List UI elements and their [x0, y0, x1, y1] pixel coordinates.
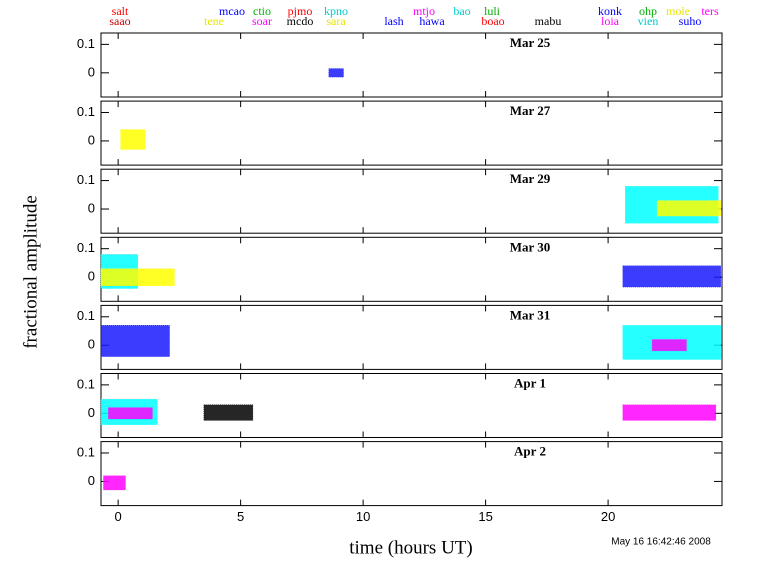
data-band — [108, 407, 153, 420]
station-label: luli — [484, 4, 501, 18]
station-label: sara — [326, 14, 346, 28]
station-label: mabu — [535, 14, 562, 28]
panel-frame — [100, 168, 723, 234]
x-tick-label: 5 — [237, 509, 244, 524]
data-band — [656, 200, 722, 217]
panel-title: Mar 30 — [510, 239, 551, 254]
station-label: pjmo — [288, 4, 313, 18]
y-tick-label: 0 — [88, 64, 95, 79]
data-band — [622, 265, 722, 288]
station-label: ohp — [639, 4, 657, 18]
station-label: suho — [679, 14, 702, 28]
x-axis-label: time (hours UT) — [349, 537, 472, 558]
x-tick-label: 20 — [601, 509, 615, 524]
station-label: tene — [204, 14, 224, 28]
x-tick-label: 10 — [356, 509, 370, 524]
y-tick-label: 0 — [88, 337, 95, 352]
y-tick-label: 0 — [88, 132, 95, 147]
y-tick-label: 0 — [88, 269, 95, 284]
data-band — [120, 129, 146, 150]
station-label: mole — [666, 4, 690, 18]
y-tick-label: 0.1 — [77, 36, 95, 51]
station-label: mtjo — [413, 4, 435, 18]
data-band — [100, 268, 175, 286]
y-tick-label: 0 — [88, 405, 95, 420]
panel-frame — [100, 100, 723, 166]
panel-frame — [100, 441, 723, 507]
panel-title: Mar 27 — [510, 103, 551, 118]
y-tick-label: 0.1 — [77, 240, 95, 255]
timestamp: May 16 16:42:46 2008 — [611, 537, 711, 548]
y-axis-label: fractional amplitude — [20, 195, 41, 349]
panel-title: Apr 2 — [514, 444, 546, 459]
y-tick-label: 0.1 — [77, 444, 95, 459]
y-tick-label: 0.1 — [77, 104, 95, 119]
station-label: saao — [109, 14, 130, 28]
panel-title: Mar 29 — [510, 171, 551, 186]
x-tick-label: 0 — [115, 509, 122, 524]
station-label: bao — [453, 4, 470, 18]
station-label: mcdo — [287, 14, 314, 28]
panel-title: Apr 1 — [514, 375, 546, 390]
station-label: mcao — [219, 4, 245, 18]
y-tick-label: 0.1 — [77, 172, 95, 187]
station-label: ters — [701, 4, 719, 18]
panel-title: Mar 31 — [510, 307, 551, 322]
data-band — [622, 404, 717, 421]
panel-frame — [100, 32, 723, 98]
station-label: lash — [384, 14, 403, 28]
x-tick-label: 15 — [478, 509, 492, 524]
y-tick-label: 0 — [88, 200, 95, 215]
station-label: kpno — [324, 4, 348, 18]
station-label: ctio — [253, 4, 271, 18]
data-band — [103, 475, 126, 491]
panel-title: Mar 25 — [510, 35, 551, 50]
data-band — [651, 339, 687, 352]
y-tick-label: 0.1 — [77, 376, 95, 391]
data-band — [328, 68, 344, 78]
station-label: soar — [252, 14, 272, 28]
station-label: loia — [601, 14, 620, 28]
data-band — [203, 404, 254, 421]
data-band — [100, 325, 170, 357]
station-label: boao — [481, 14, 504, 28]
station-label: vien — [638, 14, 659, 28]
station-label: konk — [598, 4, 622, 18]
y-tick-label: 0 — [88, 473, 95, 488]
y-tick-label: 0.1 — [77, 308, 95, 323]
station-label: salt — [112, 4, 129, 18]
station-label: hawa — [419, 14, 445, 28]
